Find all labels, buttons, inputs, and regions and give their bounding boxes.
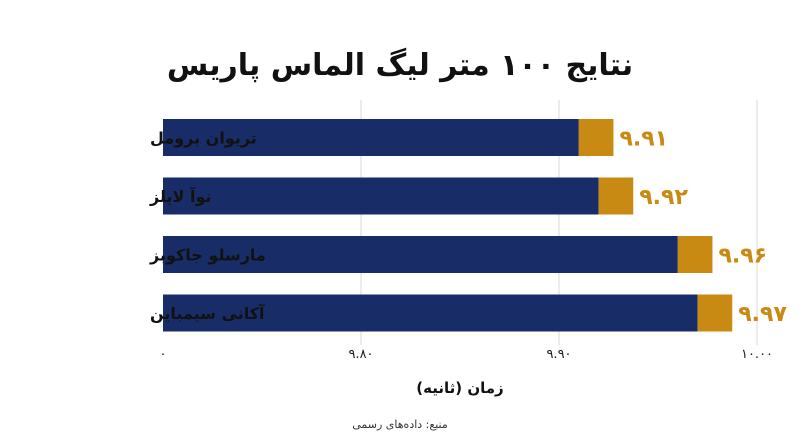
bar — [163, 236, 678, 273]
category-label: تریوان برومل — [150, 129, 257, 148]
chart-title: نتایج ۱۰۰ متر لیگ الماس پاریس — [167, 47, 633, 83]
bar — [163, 177, 599, 215]
bar-accent — [677, 236, 713, 273]
x-axis-label: زمان (ثانیه) — [416, 379, 503, 397]
category-label: مارسلو جاکوبز — [149, 246, 266, 265]
data-label: ۹.۹۱ — [619, 127, 668, 152]
category-label: آکانی سیمباین — [150, 303, 265, 323]
x-tick-label: ۹.۹۰ — [546, 347, 571, 362]
data-label: ۹.۹۲ — [639, 185, 688, 210]
bar — [163, 119, 579, 156]
bar-accent — [578, 119, 614, 156]
category-label: نوآ لایلز — [149, 186, 212, 206]
source-note: منبع: داده‌های رسمی — [352, 418, 448, 431]
bar — [163, 294, 698, 332]
data-label: ۹.۹۶ — [718, 244, 767, 269]
x-tick-label: ۹.۸۰ — [348, 347, 373, 362]
x-axis-ticks: ۰ ۹.۸۰ ۹.۹۰ ۱۰.۰۰ — [160, 347, 774, 362]
bar-accent — [598, 177, 634, 215]
data-label: ۹.۹۷ — [738, 302, 787, 327]
x-tick-label: ۱۰.۰۰ — [741, 347, 773, 362]
bars: تریوان برومل ۹.۹۱ نوآ لایلز ۹.۹۲ مارسلو جاکو… — [149, 119, 787, 332]
bar-accent — [697, 294, 733, 332]
x-tick-label: ۰ — [160, 347, 167, 362]
